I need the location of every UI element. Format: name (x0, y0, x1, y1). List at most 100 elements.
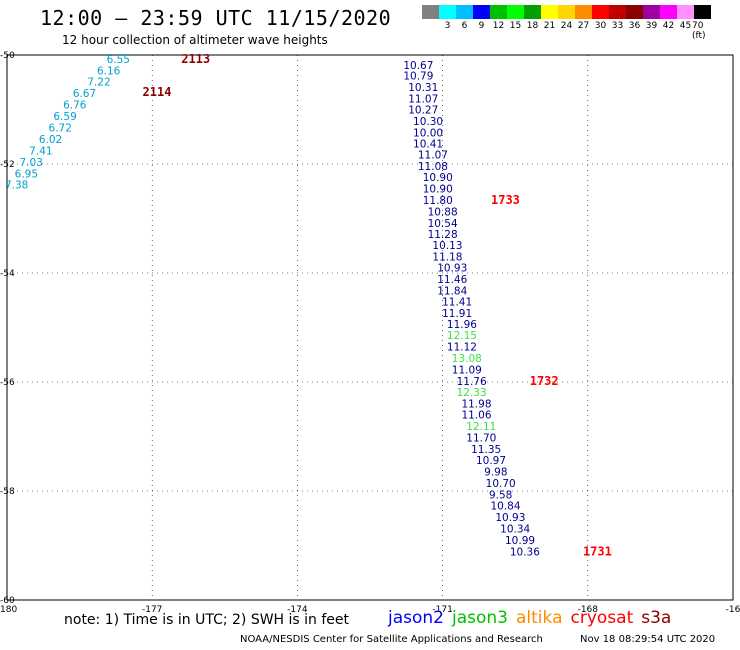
data-point-label: 11.18 (432, 252, 462, 264)
x-tick-label: -168 (578, 605, 599, 615)
data-point-label: 11.28 (428, 229, 458, 241)
colorbar-label: 36 (628, 21, 641, 31)
satellite-legend-item: s3a (641, 608, 672, 628)
colorbar-swatch (490, 5, 507, 19)
data-point-label: 10.41 (413, 138, 443, 150)
colorbar-label: 12 (492, 21, 505, 31)
pass-time-annotation: 2114 (143, 85, 172, 99)
credit-text: NOAA/NESDIS Center for Satellite Applica… (240, 634, 543, 645)
data-point-label: 10.97 (476, 455, 506, 467)
data-point-label: 10.93 (495, 512, 525, 524)
colorbar-label: 45 (679, 21, 692, 31)
data-point-label: 11.70 (466, 433, 496, 445)
data-point-label: 6.72 (49, 122, 72, 134)
data-point-label: 10.54 (428, 218, 458, 230)
data-point-label: 10.13 (432, 240, 462, 252)
satellite-legend-item: jason2 (388, 608, 444, 628)
data-point-label: 11.35 (471, 444, 501, 456)
colorbar-label: 39 (645, 21, 658, 31)
y-tick-label: -58 (0, 487, 15, 497)
data-point-label: 10.36 (510, 546, 540, 558)
colorbar-swatch (558, 5, 575, 19)
data-point-label: 11.46 (437, 274, 467, 286)
data-point-label: 6.55 (107, 54, 130, 66)
x-tick-label: -16 (726, 605, 740, 615)
footer-note: note: 1) Time is in UTC; 2) SWH is in fe… (64, 612, 350, 628)
data-point-label: 11.96 (447, 319, 477, 331)
colorbar-swatch (660, 5, 677, 19)
data-point-label: 10.34 (500, 524, 530, 536)
colorbar (422, 5, 711, 19)
colorbar-label: 27 (577, 21, 590, 31)
colorbar-label: 18 (526, 21, 539, 31)
data-point-label: 6.76 (63, 100, 87, 112)
colorbar-swatch (422, 5, 439, 19)
colorbar-swatch (456, 5, 473, 19)
data-point-label: 10.88 (428, 206, 458, 218)
colorbar-label: 24 (560, 21, 573, 31)
pass-time-annotation: 1731 (583, 544, 612, 558)
y-tick-label: -56 (0, 378, 15, 388)
colorbar-label: 30 (594, 21, 607, 31)
satellite-legend: jason2 jason3 altika cryosat s3a (388, 608, 679, 628)
data-point-label: 10.67 (403, 60, 433, 72)
data-point-label: 11.98 (461, 398, 491, 410)
x-tick-label: -171 (432, 605, 452, 615)
y-tick-label: -54 (0, 269, 15, 279)
y-tick-label: -60 (0, 596, 15, 606)
pass-time-annotation: 1732 (530, 374, 559, 388)
data-point-label: 12.15 (447, 330, 477, 342)
data-point-label: 7.22 (87, 77, 110, 89)
colorbar-label: 33 (611, 21, 624, 31)
satellite-legend-item: altika (516, 608, 563, 628)
data-point-label: 10.90 (423, 172, 453, 184)
colorbar-label: 70 (ft) (692, 21, 706, 41)
data-point-label: 11.41 (442, 296, 472, 308)
data-point-label: 10.30 (413, 116, 443, 128)
data-point-label: 10.79 (403, 71, 433, 83)
data-point-label: 11.84 (437, 285, 467, 297)
colorbar-label: 15 (509, 21, 522, 31)
data-point-label: 9.58 (489, 489, 512, 501)
colorbar-swatch (575, 5, 592, 19)
colorbar-label: 42 (662, 21, 675, 31)
data-point-label: 11.07 (418, 150, 448, 162)
data-point-label: 10.99 (505, 535, 535, 547)
data-point-label: 10.90 (423, 184, 453, 196)
x-tick-label: -174 (287, 605, 308, 615)
colorbar-label: 6 (461, 21, 468, 31)
colorbar-swatch (507, 5, 524, 19)
data-point-label: 6.02 (39, 134, 62, 146)
pass-time-annotation: 2113 (181, 52, 210, 66)
data-point-label: 11.12 (447, 342, 477, 354)
data-point-label: 6.67 (73, 88, 96, 100)
colorbar-label: 9 (478, 21, 485, 31)
data-point-label: 11.08 (418, 161, 448, 173)
colorbar-swatch (541, 5, 558, 19)
colorbar-swatch (643, 5, 660, 19)
data-point-label: 12.11 (466, 421, 496, 433)
colorbar-swatch (626, 5, 643, 19)
data-point-label: 13.08 (452, 353, 482, 365)
colorbar-swatch (592, 5, 609, 19)
data-point-label: 7.41 (29, 145, 52, 157)
plot-frame (6, 54, 734, 601)
data-point-label: 6.59 (53, 111, 76, 123)
data-point-label: 11.09 (452, 364, 482, 376)
data-point-label: 10.27 (408, 105, 438, 117)
data-point-label: 9.98 (484, 466, 507, 478)
satellite-legend-item: cryosat (570, 608, 634, 628)
data-point-label: 7.03 (20, 157, 43, 169)
page-title: 12:00 – 23:59 UTC 11/15/2020 (40, 6, 392, 30)
data-point-label: 11.06 (461, 410, 491, 422)
colorbar-label: 3 (444, 21, 451, 31)
data-point-label: 7.38 (5, 180, 28, 192)
colorbar-swatch (439, 5, 456, 19)
data-point-label: 6.95 (15, 168, 38, 180)
data-point-label: 10.93 (437, 263, 467, 275)
data-point-label: 11.91 (442, 308, 472, 320)
colorbar-label: 21 (543, 21, 556, 31)
page-subtitle: 12 hour collection of altimeter wave hei… (62, 33, 328, 47)
colorbar-swatch (677, 5, 694, 19)
